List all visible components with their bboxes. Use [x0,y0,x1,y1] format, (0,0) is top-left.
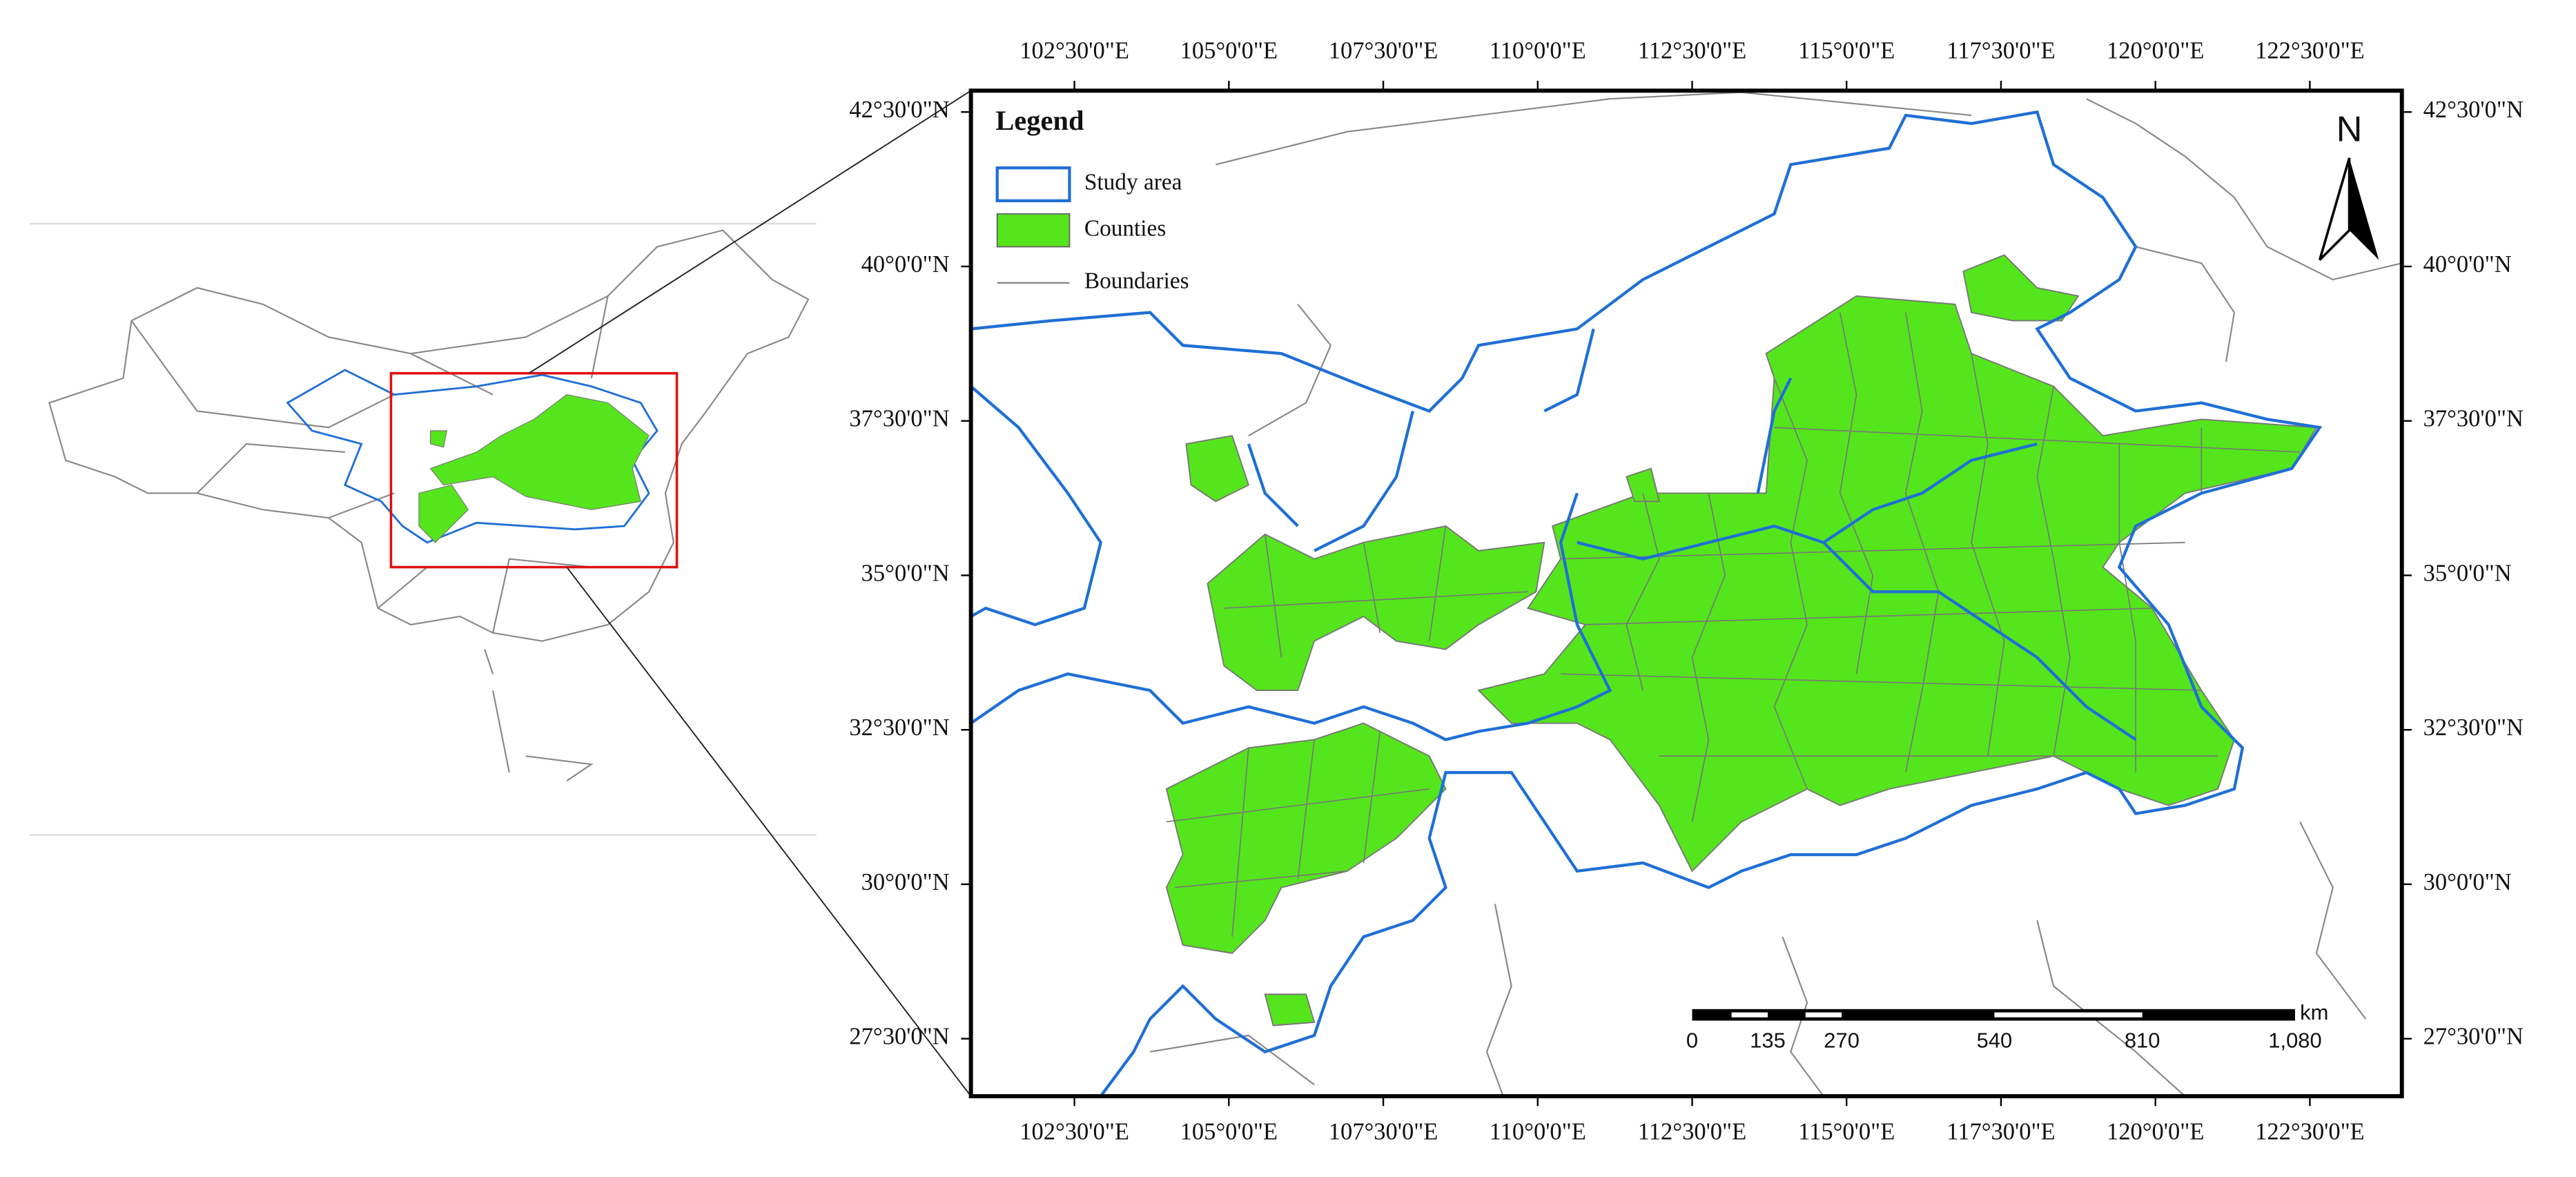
longitude-label: 120°0'0"E [2107,1119,2204,1145]
map-frame [968,88,2404,1098]
connector-line [528,90,972,374]
longitude-label: 112°30'0"E [1638,1119,1746,1145]
connector-line [566,566,972,1097]
longitude-label: 122°30'0"E [2255,38,2365,64]
county-lines [1166,312,2301,937]
latitude-label: 42°30'0"N [849,97,949,123]
scale-label: 135 [1750,1029,1786,1053]
longitude-label: 117°30'0"E [1946,1119,2055,1145]
scale-bar-segment [1731,1012,1768,1018]
main-map [970,90,2402,1096]
scale-bar: km 0 135 270 540 810 1,080 [1686,1000,2328,1052]
legend-label: Study area [1084,170,1182,195]
longitude-label: 102°30'0"E [1019,1119,1129,1145]
longitude-label: 115°0'0"E [1798,1119,1895,1145]
latitude-label: 40°0'0"N [2423,251,2512,278]
china-outline [48,229,810,642]
legend-swatch [995,166,1071,202]
overview-study-area [286,369,658,544]
legend-swatch [996,213,1071,248]
scale-label: 0 [1686,1029,1698,1053]
overview-counties [418,394,650,543]
county-cluster [1477,295,2318,873]
latitude-label: 37°30'0"N [2423,406,2524,432]
longitude-label: 110°0'0"E [1490,38,1586,64]
legend-label: Counties [1084,215,1166,241]
latitude-label: 35°0'0"N [2423,560,2512,586]
scale-bar-segment [1994,1012,2143,1018]
overview-map [29,222,817,836]
longitude-label: 110°0'0"E [1490,1119,1586,1145]
county-cluster [1185,435,1661,1027]
latitude-label: 35°0'0"N [861,560,950,586]
longitude-label: 117°30'0"E [1946,38,2055,64]
longitude-label: 105°0'0"E [1180,1119,1278,1145]
north-arrow: N [2318,110,2379,261]
scale-label: 810 [2125,1029,2160,1053]
scale-label: 270 [1824,1029,1860,1053]
longitude-label: 115°0'0"E [1798,38,1895,64]
longitude-label: 105°0'0"E [1180,38,1278,64]
latitude-label: 27°30'0"N [2423,1024,2524,1050]
legend-label: Boundaries [1084,268,1189,293]
latitude-label: 42°30'0"N [2423,97,2524,123]
county-cluster [1962,254,2080,322]
scale-unit: km [2300,1000,2328,1024]
legend: Legend Study area Counties Boundaries [995,105,1189,293]
scale-label: 540 [1977,1029,2013,1053]
extent-box [389,371,679,569]
longitude-label: 107°30'0"E [1329,38,1438,64]
latitude-label: 27°30'0"N [849,1024,949,1050]
longitude-label: 107°30'0"E [1329,1119,1438,1145]
latitude-label: 30°0'0"N [2423,869,2512,895]
longitude-label: 122°30'0"E [2255,1119,2365,1145]
arrow-half [2318,157,2351,261]
latitude-label: 30°0'0"N [861,869,950,895]
latitude-label: 40°0'0"N [861,251,950,278]
counties [1165,254,2318,1027]
latitude-label: 32°30'0"N [2423,714,2524,741]
scale-bar-body [1692,1009,2296,1021]
graticule-labels: 102°30'0"E 102°30'0"E 105°0'0"E 105°0'0"E 10… [849,38,2524,1145]
legend-title: Legend [995,105,1084,136]
scale-bar-segment [1805,1012,1842,1018]
longitude-label: 120°0'0"E [2107,38,2204,64]
longitude-label: 112°30'0"E [1638,38,1746,64]
latitude-label: 32°30'0"N [849,714,949,741]
longitude-label: 102°30'0"E [1019,38,1129,64]
study-area [970,110,2323,1096]
north-label: N [2336,110,2363,150]
latitude-label: 37°30'0"N [849,406,949,432]
scale-label: 1,080 [2268,1029,2321,1053]
